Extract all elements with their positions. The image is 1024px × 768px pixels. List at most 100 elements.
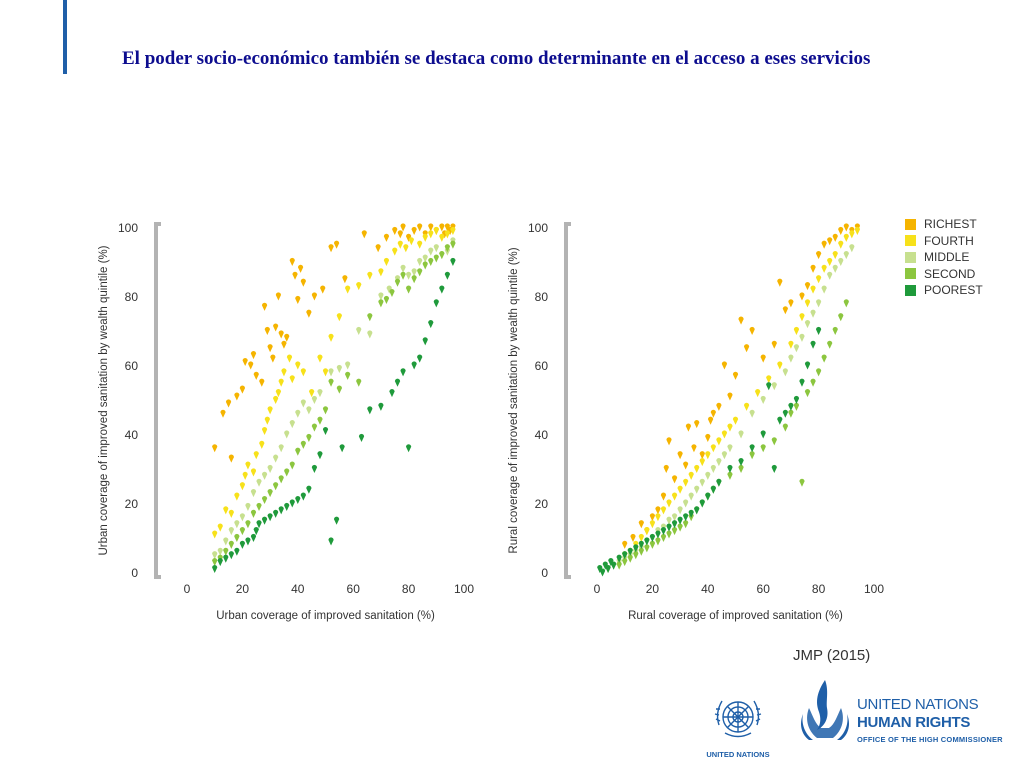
data-point [638,533,644,542]
data-point [339,444,345,453]
data-point [663,464,669,473]
data-point [699,458,705,467]
data-point [760,430,766,439]
data-point [638,520,644,529]
data-point [691,444,697,453]
ohchr-name-line2: HUMAN RIGHTS [857,714,971,731]
data-point [234,392,240,401]
data-point [849,244,855,253]
data-point [422,254,428,263]
data-point [250,509,257,518]
data-point [721,430,728,439]
data-point [223,537,229,546]
data-point [212,444,218,453]
data-point [816,299,822,308]
data-point [738,458,744,467]
data-point [356,326,362,335]
data-point [378,402,384,411]
data-point [838,240,844,249]
data-point [644,537,650,546]
data-point [392,226,398,235]
data-point [649,513,655,522]
data-point [289,499,295,508]
data-point [406,233,412,242]
data-point [716,437,722,446]
data-point [616,561,622,570]
data-point [328,368,334,377]
data-point [677,451,683,460]
data-point [727,444,733,453]
data-point [253,451,259,460]
data-point [810,378,816,387]
data-point [707,416,714,425]
data-point [212,564,218,574]
data-point [766,375,772,384]
data-point [275,292,282,301]
y-tick-label: 100 [528,221,548,235]
data-point [433,226,439,235]
data-point [245,461,251,470]
data-point [644,527,650,536]
series-fourth [212,226,456,539]
legend-item-poorest: POOREST [905,282,983,299]
data-point [406,271,412,280]
data-point [250,489,257,498]
data-point [777,278,783,287]
data-point [333,240,340,249]
data-point [306,433,312,442]
flame-hand-icon [801,680,849,740]
series-richest [622,223,860,549]
data-point [358,433,365,442]
data-point [239,513,245,522]
data-point [810,285,816,294]
data-point [367,313,373,322]
data-point [322,406,329,415]
data-point [311,395,318,404]
un-emblem-icon [714,700,762,738]
data-point [400,264,406,273]
data-point [411,268,417,277]
data-point [666,437,672,446]
data-point [422,261,428,270]
x-tick-label: 60 [347,582,361,596]
data-point [433,299,439,308]
y-axis-bracket [154,222,161,579]
data-point [821,264,827,273]
data-point [444,223,450,232]
data-point [417,240,423,249]
y-axis-label: Urban coverage of improved sanitation by… [98,245,110,555]
y-tick-label: 40 [535,428,549,442]
data-point [428,230,434,239]
data-point [611,561,617,570]
data-point [428,320,434,329]
data-point [250,533,257,542]
data-point [727,392,733,401]
data-point [671,513,678,522]
data-point [267,344,273,353]
data-point [721,451,728,460]
data-point [660,527,667,536]
data-point [816,275,822,284]
data-point [297,264,304,273]
data-point [267,406,273,415]
data-point [633,551,639,560]
data-point [417,257,423,266]
data-point [638,547,644,556]
data-point [239,482,245,491]
data-point [777,416,783,425]
data-point [627,547,633,556]
data-point [694,506,700,515]
data-point [666,523,672,532]
x-tick-label: 20 [236,582,250,596]
data-point [688,492,694,501]
data-point [788,354,794,363]
data-point [317,389,323,398]
data-point [760,444,766,453]
un-logo: UNITED NATIONS [705,693,771,759]
x-tick-label: 0 [184,582,191,596]
data-point [793,402,800,411]
legend-item-richest: RICHEST [905,216,983,233]
data-point [386,285,392,294]
y-tick-label: 80 [535,290,549,304]
x-axis-label: Urban coverage of improved sanitation (%… [216,610,435,622]
